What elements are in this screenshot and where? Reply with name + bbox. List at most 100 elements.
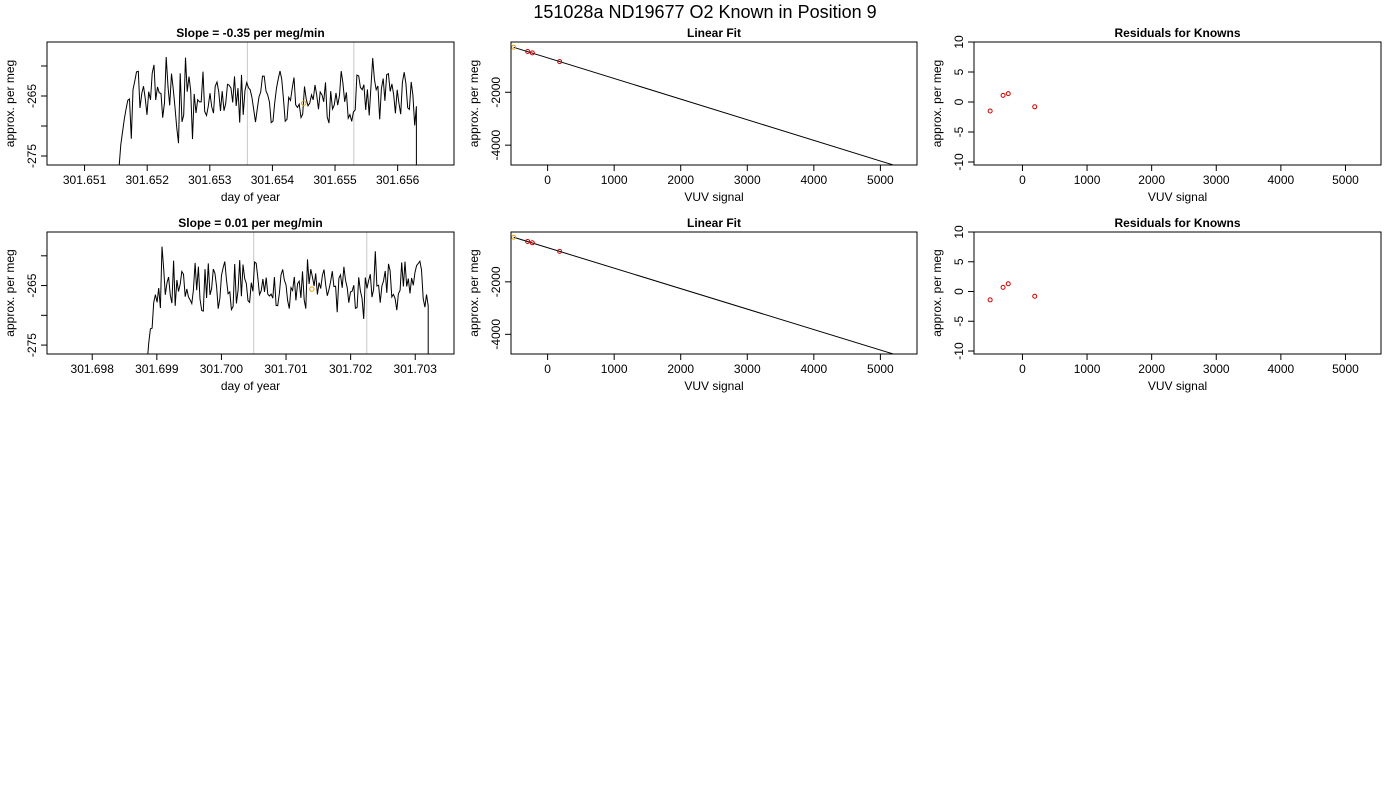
- panel-p6: Residuals for Knowns VUV signal approx. pe…: [930, 216, 1382, 393]
- plot-area: [147, 246, 429, 354]
- x-axis-label: VUV signal: [684, 379, 743, 393]
- data-point: [529, 50, 535, 56]
- figure-title: 151028a ND19677 O2 Known in Position 9: [533, 2, 876, 22]
- panel-title: Linear Fit: [687, 216, 741, 230]
- y-tick-label: -4000: [489, 129, 503, 160]
- y-axis-label: approx. per meg: [3, 249, 17, 336]
- data-point: [1000, 92, 1006, 98]
- data-point: [557, 248, 563, 254]
- x-tick-label: 301.702: [329, 362, 373, 376]
- y-tick-label: -275: [25, 144, 39, 168]
- data-trace: [118, 56, 417, 165]
- data-point: [1032, 293, 1038, 299]
- y-tick-label: 5: [952, 68, 966, 75]
- x-tick-label: 3000: [1203, 362, 1230, 376]
- data-point: [1032, 104, 1038, 110]
- x-tick-label: 301.701: [264, 362, 308, 376]
- data-point: [525, 238, 531, 244]
- x-tick-label: 2000: [1138, 362, 1165, 376]
- x-axis-label: day of year: [221, 190, 280, 204]
- data-point: [987, 297, 993, 303]
- x-tick-label: 4000: [1268, 362, 1295, 376]
- x-tick-label: 3000: [734, 362, 761, 376]
- y-tick-label: -265: [25, 84, 39, 108]
- y-tick-label: -4000: [489, 319, 503, 350]
- panel-title: Residuals for Knowns: [1114, 216, 1240, 230]
- y-tick-label: 10: [952, 35, 966, 49]
- data-point: [511, 234, 517, 240]
- y-tick-label: -5: [952, 316, 966, 327]
- data-trace: [147, 246, 429, 354]
- plot-area: [987, 91, 1038, 114]
- plot-frame: [973, 231, 1382, 355]
- x-tick-label: 5000: [867, 173, 894, 187]
- plot-frame: [510, 41, 918, 166]
- data-point: [987, 108, 993, 114]
- y-axis-label: approx. per meg: [467, 60, 481, 147]
- x-tick-label: 2000: [667, 362, 694, 376]
- x-tick-label: 1000: [1074, 173, 1101, 187]
- x-tick-label: 301.699: [135, 362, 179, 376]
- y-tick-label: 5: [952, 258, 966, 265]
- x-tick-label: 5000: [867, 362, 894, 376]
- x-tick-label: 4000: [800, 173, 827, 187]
- x-tick-label: 301.700: [200, 362, 244, 376]
- panel-p2: Linear Fit VUV signal approx. per meg 0 1000…: [467, 26, 918, 204]
- panel-title: Residuals for Knowns: [1114, 26, 1240, 40]
- x-tick-label: 4000: [800, 362, 827, 376]
- y-tick-label: 0: [952, 98, 966, 105]
- y-tick-label: -2000: [489, 266, 503, 297]
- x-tick-label: 301.651: [63, 173, 107, 187]
- x-tick-label: 3000: [734, 173, 761, 187]
- x-tick-label: 4000: [1268, 173, 1295, 187]
- x-tick-label: 5000: [1332, 173, 1359, 187]
- plot-area: [118, 56, 417, 165]
- y-tick-label: 10: [952, 225, 966, 239]
- x-tick-label: 1000: [1074, 362, 1101, 376]
- mean-marker: [301, 100, 307, 106]
- y-tick-label: -10: [952, 153, 966, 171]
- panels: Slope = -0.35 per meg/min day of year appr…: [3, 26, 1382, 393]
- mean-marker: [309, 286, 315, 292]
- data-point: [1005, 281, 1011, 287]
- panel-title: Linear Fit: [687, 26, 741, 40]
- y-tick-label: -5: [952, 126, 966, 137]
- y-axis-label: approx. per meg: [467, 249, 481, 336]
- x-axis-label: day of year: [221, 379, 280, 393]
- data-point: [1005, 91, 1011, 97]
- data-point: [525, 49, 531, 55]
- panel-p5: Linear Fit VUV signal approx. per meg 0 1000…: [467, 216, 918, 393]
- plot-area: [511, 44, 895, 165]
- plot-frame: [46, 231, 455, 355]
- y-tick-label: -275: [25, 333, 39, 357]
- panel-p3: Residuals for Knowns VUV signal approx. pe…: [930, 26, 1382, 204]
- x-tick-label: 301.656: [376, 173, 420, 187]
- y-tick-label: -2000: [489, 77, 503, 108]
- x-tick-label: 3000: [1203, 173, 1230, 187]
- plot-frame: [46, 41, 455, 166]
- x-axis-label: VUV signal: [684, 190, 743, 204]
- y-axis-label: approx. per meg: [3, 60, 17, 147]
- x-tick-label: 301.654: [251, 173, 295, 187]
- x-axis-label: VUV signal: [1148, 190, 1207, 204]
- x-tick-label: 0: [544, 362, 551, 376]
- data-point: [557, 59, 563, 65]
- plot-frame: [510, 231, 918, 355]
- data-point: [529, 240, 535, 246]
- x-tick-label: 0: [1019, 173, 1026, 187]
- y-tick-label: 0: [952, 288, 966, 295]
- panel-title: Slope = -0.35 per meg/min: [176, 26, 324, 40]
- x-tick-label: 1000: [601, 362, 628, 376]
- fit-line: [513, 46, 895, 165]
- x-tick-label: 0: [1019, 362, 1026, 376]
- x-tick-label: 301.652: [125, 173, 169, 187]
- x-tick-label: 301.698: [71, 362, 115, 376]
- plot-area: [511, 234, 895, 354]
- panel-title: Slope = 0.01 per meg/min: [178, 216, 322, 230]
- x-tick-label: 301.653: [188, 173, 232, 187]
- data-point: [511, 44, 517, 50]
- x-tick-label: 301.655: [313, 173, 357, 187]
- data-point: [1000, 284, 1006, 290]
- y-axis-label: approx. per meg: [930, 249, 944, 336]
